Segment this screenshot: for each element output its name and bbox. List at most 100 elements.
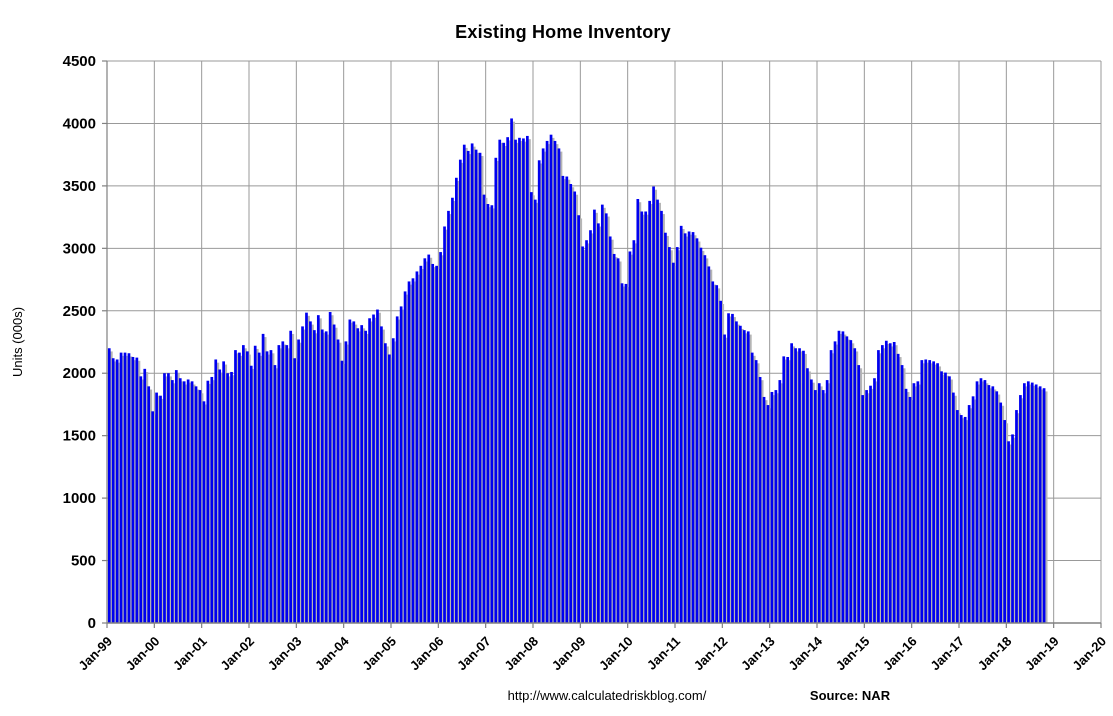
x-tick-label: Jan-01 (170, 634, 210, 674)
inventory-bar (888, 343, 892, 623)
inventory-bar (936, 363, 939, 623)
inventory-bar (711, 281, 715, 623)
inventory-bar (537, 160, 541, 624)
inventory-bar (234, 350, 237, 623)
inventory-bar (766, 405, 770, 623)
inventory-bar (466, 150, 470, 624)
inventory-bar (971, 396, 975, 623)
inventory-bar (502, 142, 506, 624)
inventory-bar (431, 263, 435, 623)
inventory-bar (387, 354, 391, 623)
x-tick-label: Jan-03 (265, 634, 305, 674)
inventory-bar (585, 240, 588, 623)
inventory-bar (640, 211, 644, 624)
y-tick-label: 1500 (63, 428, 96, 445)
inventory-bar (522, 138, 525, 623)
inventory-bar (222, 361, 225, 623)
inventory-bar (849, 340, 853, 623)
inventory-bar (1023, 383, 1026, 623)
inventory-bar (419, 265, 423, 623)
x-tick-label: Jan-14 (785, 633, 825, 673)
inventory-bar (589, 230, 592, 623)
inventory-bar (384, 343, 387, 623)
x-tick-label: Jan-05 (359, 634, 399, 674)
inventory-bar (545, 140, 549, 623)
x-tick-label: Jan-08 (501, 634, 541, 674)
inventory-bar (423, 258, 427, 623)
inventory-bar (380, 326, 383, 623)
inventory-bar (746, 331, 750, 623)
inventory-bar (683, 233, 687, 623)
x-tick-label: Jan-16 (880, 634, 920, 674)
inventory-bar (265, 351, 269, 623)
y-tick-label: 500 (71, 553, 96, 570)
inventory-bar (821, 390, 825, 623)
inventory-bar (877, 350, 880, 623)
inventory-bar (810, 379, 813, 623)
inventory-bar (111, 358, 115, 623)
inventory-bar (565, 176, 569, 623)
inventory-bar (518, 137, 521, 623)
inventory-bar (940, 371, 943, 623)
x-tick-label: Jan-02 (217, 634, 257, 674)
inventory-bar (115, 359, 119, 623)
inventory-bar (719, 300, 722, 623)
inventory-bar (924, 359, 928, 623)
inventory-bar (107, 348, 111, 623)
inventory-bar (904, 388, 908, 623)
inventory-bar (332, 324, 336, 623)
inventory-bar (967, 405, 971, 623)
inventory-bar (458, 159, 462, 623)
x-tick-label: Jan-11 (644, 634, 683, 673)
inventory-bar (695, 238, 699, 623)
inventory-bar (999, 402, 1003, 623)
inventory-bar (762, 396, 766, 623)
inventory-bar (218, 369, 222, 623)
inventory-bar (186, 379, 190, 623)
inventory-bar (758, 376, 762, 623)
x-tick-label: Jan-10 (596, 634, 636, 674)
y-tick-label: 4000 (63, 115, 96, 132)
inventory-bar (1007, 441, 1010, 623)
inventory-bar (825, 380, 829, 623)
inventory-bar (1015, 410, 1018, 623)
inventory-bar (869, 385, 872, 623)
inventory-bar (455, 177, 458, 623)
inventory-bar (959, 415, 963, 623)
inventory-bar (1030, 382, 1034, 623)
inventory-bar (127, 353, 131, 623)
inventory-bar (297, 339, 300, 623)
inventory-bar (171, 380, 174, 623)
inventory-bar (991, 386, 995, 623)
inventory-bar (675, 247, 679, 623)
inventory-bar (1038, 386, 1042, 623)
inventory-bar (920, 360, 924, 623)
inventory-bar (865, 390, 868, 623)
inventory-bar (159, 395, 162, 623)
inventory-bar (1019, 395, 1022, 623)
y-tick-label: 0 (88, 615, 96, 632)
inventory-bar (131, 356, 135, 623)
inventory-bar (226, 373, 229, 623)
inventory-bar (301, 326, 304, 623)
inventory-bar (727, 313, 730, 623)
inventory-bar (553, 140, 557, 623)
inventory-bar (774, 390, 778, 623)
inventory-bar (928, 360, 932, 623)
inventory-bar (715, 285, 719, 623)
inventory-bar (174, 370, 178, 623)
inventory-bar (214, 359, 218, 623)
inventory-bar (320, 329, 324, 623)
inventory-bar (328, 312, 332, 623)
y-tick-label: 4500 (63, 53, 96, 70)
y-tick-label: 1000 (63, 490, 96, 507)
inventory-bar (798, 348, 801, 623)
inventory-bar (368, 318, 371, 623)
inventory-bar (873, 378, 876, 623)
inventory-bar (249, 365, 253, 623)
inventory-bar (245, 351, 249, 623)
inventory-bar (486, 204, 490, 623)
inventory-bar (699, 247, 703, 623)
